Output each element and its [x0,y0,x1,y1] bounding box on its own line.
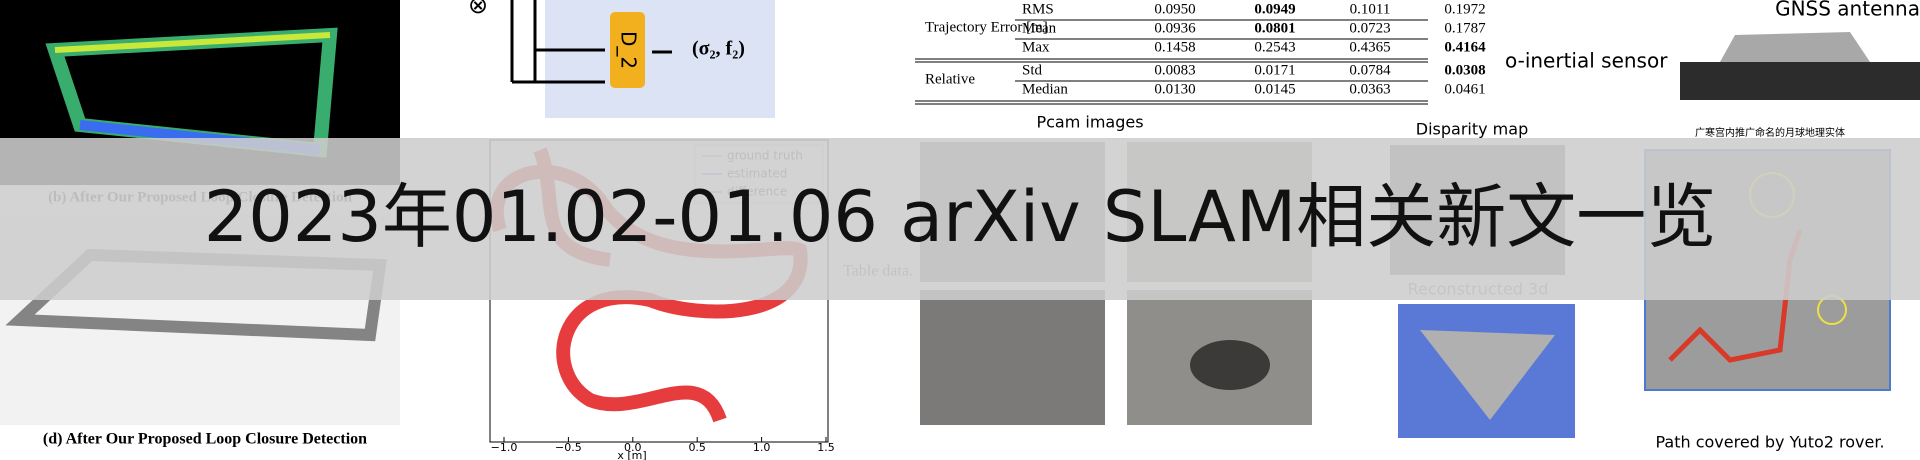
table-cell: 0.0171 [1254,62,1295,78]
map-title: 广寒宫内推广命名的月球地理实体 [1695,126,1845,139]
x-tick-label: 1.0 [753,441,771,454]
connector [510,0,605,84]
table-cell: 0.1458 [1154,39,1195,55]
group-label: Relative [925,71,975,87]
operator: ⊗ [468,0,488,19]
x-axis-label: x [m] [617,449,646,460]
table-cell: 0.0949 [1254,1,1295,17]
table-cell: 0.0723 [1349,20,1390,36]
metric-label: Std [1022,62,1043,78]
table-cell: 0.0083 [1154,62,1195,78]
output-label: (σ₂, f₂) [692,38,745,60]
caption: Path covered by Yuto2 rover. [1655,433,1884,452]
table-cell: 0.1011 [1350,1,1391,17]
x-tick-label: 0.0 [624,441,642,454]
table-cell: 0.0130 [1154,81,1195,97]
x-tick-label: 0.5 [688,441,706,454]
table-cell: 0.4365 [1349,39,1390,55]
group-label: Trajectory Error [m] [925,19,1048,35]
table-cell: 0.0936 [1154,20,1196,36]
table-cell: 0.2543 [1254,39,1295,55]
image-label: GNSS antenna [1775,0,1920,21]
banner-title: 2023年01.02-01.06 arXiv SLAM相关新文一览 [204,176,1717,258]
x-tick-label: −1.0 [491,441,518,454]
metric-label: Max [1022,39,1050,55]
metric-label: RMS [1022,1,1054,17]
table-cell: 0.0784 [1349,62,1391,78]
table-cell: 0.1787 [1444,20,1486,36]
antenna-image [1720,32,1870,62]
caption: (d) After Our Proposed Loop Closure Dete… [43,431,367,448]
table-cell: 0.0801 [1254,20,1295,36]
node-box [610,12,645,88]
sensor-image [1680,62,1920,100]
table-cell: 0.4164 [1444,39,1486,55]
table-cell: 0.0145 [1254,81,1295,97]
image-label: Disparity map [1416,120,1528,139]
metric-label: Median [1022,81,1068,97]
title-band [0,138,1920,300]
diagram-background [545,0,775,118]
reconstruction-mesh [1420,330,1555,420]
table-cell: 0.0363 [1349,81,1390,97]
x-tick-label: 1.5 [817,441,835,454]
point-cloud-path [54,32,331,53]
table-cell: 0.0461 [1444,81,1485,97]
node-label: D_2 [617,31,641,69]
moon-image [920,290,1105,425]
image-label: o-inertial sensor [1505,49,1668,73]
table-cell: 0.1972 [1444,1,1485,17]
crater [1190,340,1270,390]
image-label: Pcam images [1036,113,1143,132]
table-cell: 0.0950 [1154,1,1195,17]
x-tick-label: −0.5 [555,441,582,454]
table-cell: 0.0308 [1444,62,1485,78]
metric-label: Mean [1022,20,1057,36]
